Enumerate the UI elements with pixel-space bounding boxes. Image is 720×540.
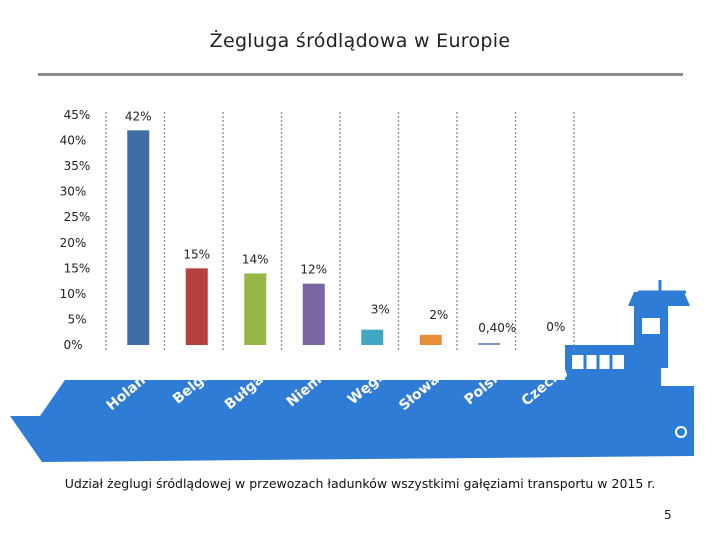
y-tick-label: 0%: [63, 338, 82, 352]
bar: [478, 342, 501, 345]
bars: [127, 130, 501, 345]
y-tick-label: 15%: [64, 261, 91, 275]
data-label: 42%: [125, 109, 152, 123]
bar: [244, 273, 267, 345]
chart-title: Żegluga śródlądowa w Europie: [209, 30, 511, 52]
data-label: 3%: [371, 303, 390, 317]
y-tick-label: 30%: [60, 185, 87, 199]
bar: [302, 283, 325, 345]
y-tick-label: 35%: [64, 159, 91, 173]
y-tick-label: 10%: [60, 287, 87, 301]
title-divider: [38, 73, 683, 76]
bar: [185, 268, 208, 345]
page-number: 5: [664, 508, 672, 522]
ship-bridge-window: [642, 318, 660, 334]
data-label: 15%: [183, 247, 210, 261]
data-label: 14%: [242, 252, 269, 266]
ship-deck: [40, 380, 660, 416]
data-label: 2%: [429, 308, 448, 322]
y-tick-label: 40%: [60, 134, 87, 148]
y-axis-ticks: 0% 5% 10% 15% 20% 25% 30% 35% 40% 45%: [60, 108, 91, 352]
bar: [419, 334, 442, 345]
bar: [361, 329, 384, 345]
data-label: 0,40%: [478, 321, 516, 335]
bar: [127, 130, 150, 345]
y-tick-label: 5%: [67, 312, 86, 326]
y-tick-label: 45%: [64, 108, 91, 122]
data-label: 0%: [546, 320, 565, 334]
ship-hull: [10, 386, 694, 462]
ship-illustration: [10, 280, 694, 462]
y-tick-label: 20%: [60, 236, 87, 250]
chart-caption: Udział żeglugi śródlądowej w przewozach …: [64, 476, 656, 491]
grid-lines: [105, 112, 575, 350]
data-label: 12%: [300, 263, 327, 277]
ship-bridge: [634, 306, 668, 368]
y-tick-label: 25%: [64, 210, 91, 224]
data-labels: 42% 15% 14% 12% 3% 2% 0,40% 0%: [125, 109, 565, 335]
ship-porthole: [675, 426, 687, 438]
